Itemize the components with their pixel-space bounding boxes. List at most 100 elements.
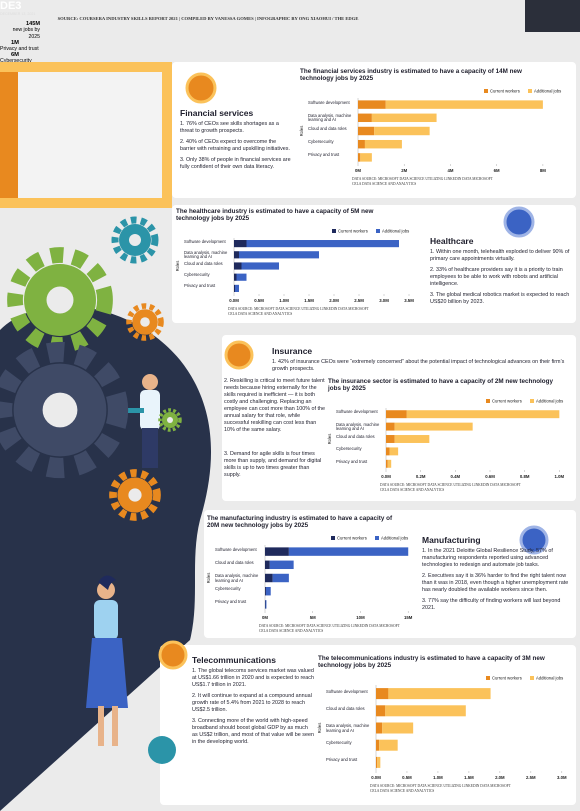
page-tab xyxy=(525,0,580,32)
legend-swatch xyxy=(486,676,490,680)
bar-segment xyxy=(385,100,543,109)
x-tick-label: 2.0M xyxy=(495,775,505,780)
section-title: Insurance xyxy=(272,346,313,356)
icon-healthcare xyxy=(503,206,535,238)
section: Telecommunications 1. The global telecoms… xyxy=(192,655,314,750)
x-tick-label: 2M xyxy=(401,168,407,173)
bar-segment xyxy=(394,435,430,443)
x-tick-label: 8M xyxy=(540,168,546,173)
bar-segment xyxy=(358,113,372,123)
x-tick-label: 0.2M xyxy=(416,474,426,479)
legend-swatch xyxy=(332,229,336,233)
bar-segment xyxy=(360,153,372,162)
bar-segment xyxy=(265,560,270,570)
section-point: 1. 42% of insurance CEOs were “extremely… xyxy=(272,359,565,372)
y-tick-label: Cloud and data roles xyxy=(184,261,223,266)
x-tick-label: 1.5M xyxy=(304,298,314,303)
summary-accent xyxy=(0,72,18,198)
y-tick-label: Software development xyxy=(308,99,350,105)
x-tick-label: 0.8M xyxy=(520,474,530,479)
bar-segment xyxy=(387,459,392,468)
y-tick-label: Data analysis, machine learning and AI xyxy=(215,573,259,583)
section-point: 3. The global medical robotics market is… xyxy=(430,292,570,305)
y-tick-label: Data analysis, machine learning and AI xyxy=(308,112,352,123)
section-point: 2. 33% of healthcare providers say it is… xyxy=(430,267,563,287)
bar-segment xyxy=(265,586,266,596)
x-tick-label: 2.5M xyxy=(526,775,536,780)
x-tick-label: 0.0M xyxy=(229,298,239,303)
legend-label: Current workers xyxy=(337,536,367,541)
gear-hole xyxy=(129,234,141,246)
bar-segment xyxy=(376,688,389,700)
bar-segment xyxy=(386,447,390,456)
y-axis-label: Roles xyxy=(327,434,332,445)
section-point: 2. 40% of CEOs expect to overcome the ba… xyxy=(180,139,290,152)
legend-label: Additional jobs xyxy=(536,676,563,681)
summary-total: 145M xyxy=(26,21,40,27)
x-tick-label: 2.5M xyxy=(354,298,364,303)
x-tick-label: 0M xyxy=(355,168,361,173)
bar-segment xyxy=(394,422,473,431)
bar-segment xyxy=(241,262,279,270)
gear xyxy=(126,303,164,341)
x-tick-label: 4M xyxy=(447,168,453,173)
bar-segment xyxy=(265,573,273,583)
bar-segment xyxy=(386,459,388,468)
section-point: 2. It will continue to expand at a compo… xyxy=(192,693,312,713)
x-tick-label: 0.0M xyxy=(381,474,391,479)
bar-segment xyxy=(234,262,242,270)
section-title: Telecommunications xyxy=(192,655,276,665)
legend-label: Additional jobs xyxy=(381,536,408,541)
bar-segment xyxy=(382,722,414,734)
chart-source: DATA SOURCE: MICROSOFT DATA SCIENCE UTIL… xyxy=(380,483,521,492)
person-man xyxy=(120,374,160,468)
legend-label: Current workers xyxy=(338,229,368,234)
chart-source: DATA SOURCE: MICROSOFT DATA SCIENCE UTIL… xyxy=(259,624,400,633)
y-tick-label: Software development xyxy=(326,688,368,694)
y-axis-label: Roles xyxy=(206,573,211,584)
chart-title: The healthcare industry is estimated to … xyxy=(176,208,374,223)
bar-segment xyxy=(239,251,319,259)
summary-panel xyxy=(0,72,162,198)
summary-label: Privacy and trust xyxy=(0,46,39,52)
y-tick-label: Cybersecurity xyxy=(215,586,241,592)
bar-segment xyxy=(358,126,375,136)
chart-title: The telecommunications industry is estim… xyxy=(318,655,545,670)
x-tick-label: 0.5M xyxy=(402,775,412,780)
x-tick-label: 0.0M xyxy=(371,775,381,780)
bar-segment xyxy=(377,756,381,768)
y-tick-label: Cybersecurity xyxy=(336,446,362,452)
x-tick-label: 6M xyxy=(494,168,500,173)
x-tick-label: 3.0M xyxy=(379,298,389,303)
section: Manufacturing 1. In the 2021 Deloitte Glo… xyxy=(422,535,572,616)
y-tick-label: Software development xyxy=(184,238,226,244)
chart-title: The financial services industry is estim… xyxy=(300,68,522,83)
legend-label: Current workers xyxy=(490,89,520,94)
bar-segment xyxy=(234,240,247,248)
x-tick-label: 0M xyxy=(262,615,268,620)
chart-source: DATA SOURCE: MICROSOFT DATA SCIENCE UTIL… xyxy=(370,784,511,793)
gear xyxy=(111,216,159,264)
x-tick-label: 1.0M xyxy=(555,474,565,479)
y-tick-label: Cybersecurity xyxy=(326,740,352,746)
bar-segment xyxy=(389,447,399,456)
y-tick-label: Privacy and trust xyxy=(215,599,247,605)
bar-segment xyxy=(269,560,294,570)
gear xyxy=(158,408,182,432)
section-point: 1. In the 2021 Deloitte Global Resilienc… xyxy=(422,548,553,568)
legend-label: Additional jobs xyxy=(382,229,409,234)
bar-segment xyxy=(234,284,235,292)
bar-segment xyxy=(236,273,247,281)
card-manufacturing xyxy=(204,510,576,638)
bar-segment xyxy=(272,573,289,583)
y-tick-label: Data analysis, machine learning and AI xyxy=(184,249,228,260)
y-tick-label: Cloud and data roles xyxy=(215,559,254,565)
bar-segment xyxy=(358,153,361,162)
section-point: 3. Connecting more of the world with hig… xyxy=(192,718,314,745)
gear-hole xyxy=(128,488,142,502)
bar-segment xyxy=(234,273,237,281)
y-tick-label: Privacy and trust xyxy=(184,283,216,289)
